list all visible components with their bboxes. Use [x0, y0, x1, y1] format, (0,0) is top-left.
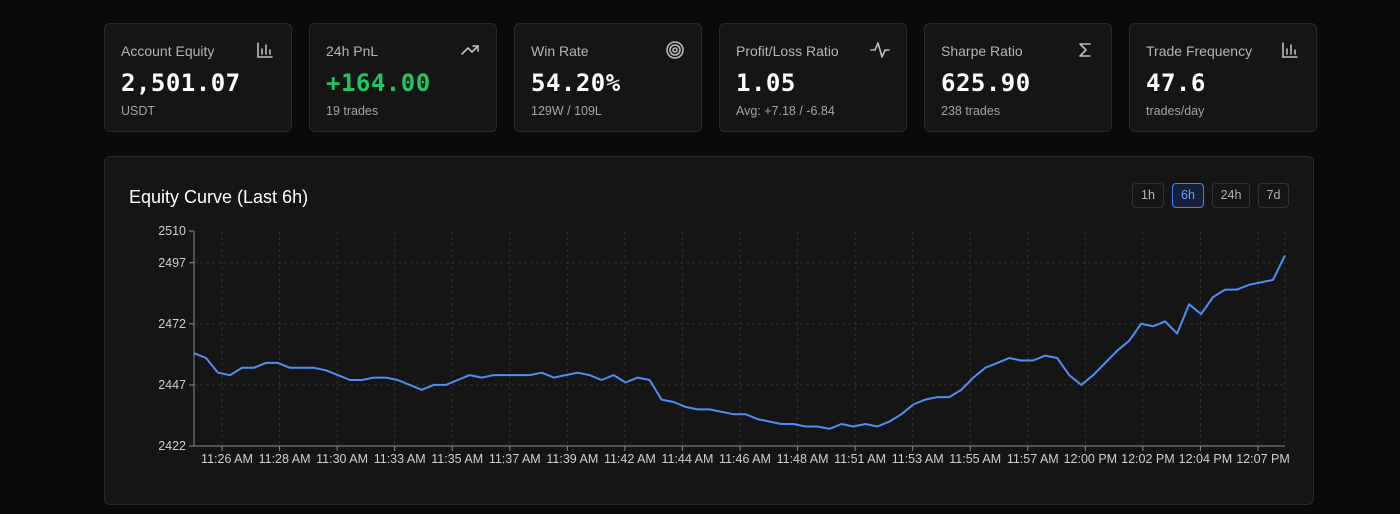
stats-row: Account Equity 2,501.07 USDT 24h PnL +164.00… — [104, 23, 1317, 132]
stat-value: 625.90 — [941, 69, 1031, 97]
x-tick-label: 11:44 AM — [661, 452, 713, 466]
equity-series-line — [193, 254, 1286, 430]
trending-up-icon — [460, 40, 480, 60]
x-tick-label: 11:26 AM — [201, 452, 253, 466]
target-icon — [665, 40, 685, 60]
stat-subtext: 238 trades — [941, 104, 1001, 118]
x-tick-label: 11:33 AM — [374, 452, 426, 466]
stat-label: Account Equity — [121, 43, 215, 59]
x-tick-label: 11:51 AM — [834, 452, 886, 466]
y-tick-label: 2447 — [158, 378, 186, 392]
stat-value: 47.6 — [1146, 69, 1206, 97]
stat-subtext: 19 trades — [326, 104, 379, 118]
x-tick-label: 11:30 AM — [316, 452, 368, 466]
x-tick-label: 11:55 AM — [949, 452, 1001, 466]
range-button-24h[interactable]: 24h — [1212, 183, 1250, 208]
x-tick-label: 11:48 AM — [777, 452, 829, 466]
x-tick-label: 11:39 AM — [546, 452, 598, 466]
activity-icon — [870, 40, 890, 60]
stat-value: 2,501.07 — [121, 69, 241, 97]
equity-chart-panel: 2422 2447 2472 2497 2510 11:26 AM 11:28 AM 11:3… — [104, 156, 1314, 505]
chart-title: Equity Curve (Last 6h) — [129, 187, 309, 207]
stat-subtext: Avg: +7.18 / -6.84 — [736, 104, 835, 118]
y-tick-label: 2497 — [158, 256, 186, 270]
stat-subtext: 129W / 109L — [531, 104, 602, 118]
x-tick-label: 12:02 PM — [1121, 452, 1175, 466]
stat-value: 1.05 — [736, 69, 796, 97]
x-tick-label: 11:46 AM — [719, 452, 771, 466]
stat-card-account-equity: Account Equity 2,501.07 USDT — [104, 23, 292, 132]
x-tick-label: 11:42 AM — [604, 452, 656, 466]
stat-label: Win Rate — [531, 43, 589, 59]
stat-card-24h-pnl: 24h PnL +164.00 19 trades — [309, 23, 497, 132]
bar-chart-icon — [1280, 40, 1300, 60]
stat-label: 24h PnL — [326, 43, 379, 59]
stat-value: 54.20% — [531, 69, 621, 97]
x-tick-label: 11:35 AM — [431, 452, 483, 466]
stat-value: +164.00 — [326, 69, 431, 97]
y-tick-label: 2510 — [158, 224, 186, 238]
range-button-7d[interactable]: 7d — [1258, 183, 1289, 208]
y-tick-label: 2472 — [158, 317, 186, 331]
stat-card-profit-loss-ratio: Profit/Loss Ratio 1.05 Avg: +7.18 / -6.84 — [719, 23, 907, 132]
y-tick-label: 2422 — [158, 439, 186, 453]
range-button-6h[interactable]: 6h — [1172, 183, 1204, 208]
equity-chart: 2422 2447 2472 2497 2510 11:26 AM 11:28 AM 11:3… — [158, 224, 1290, 466]
x-tick-label: 12:07 PM — [1236, 452, 1290, 466]
time-range-selector: 1h 6h 24h 7d — [1132, 183, 1289, 208]
range-button-1h[interactable]: 1h — [1132, 183, 1164, 208]
stat-subtext: trades/day — [1146, 104, 1205, 118]
stat-label: Sharpe Ratio — [941, 43, 1023, 59]
bar-chart-icon — [255, 40, 275, 60]
stat-card-sharpe-ratio: Sharpe Ratio 625.90 238 trades — [924, 23, 1112, 132]
x-tick-label: 11:37 AM — [489, 452, 541, 466]
sigma-icon — [1075, 40, 1095, 60]
x-tick-label: 12:04 PM — [1179, 452, 1233, 466]
x-tick-label: 11:53 AM — [892, 452, 944, 466]
stat-card-trade-frequency: Trade Frequency 47.6 trades/day — [1129, 23, 1317, 132]
stat-label: Trade Frequency — [1146, 43, 1253, 59]
stat-label: Profit/Loss Ratio — [736, 43, 839, 59]
stat-subtext: USDT — [121, 104, 156, 118]
x-tick-label: 12:00 PM — [1064, 452, 1118, 466]
stat-card-win-rate: Win Rate 54.20% 129W / 109L — [514, 23, 702, 132]
x-tick-label: 11:57 AM — [1007, 452, 1059, 466]
x-tick-label: 11:28 AM — [259, 452, 311, 466]
